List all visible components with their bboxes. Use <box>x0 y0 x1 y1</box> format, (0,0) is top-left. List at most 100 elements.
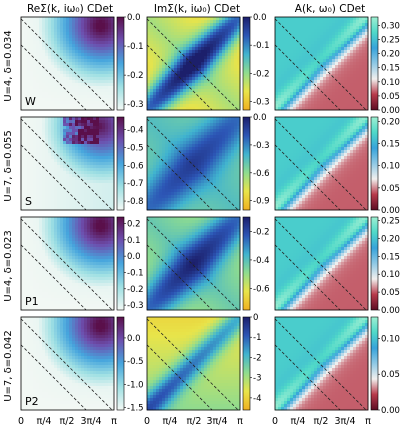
heatmap-cell <box>99 29 103 33</box>
heatmap-cell <box>102 104 106 108</box>
heatmap-cell <box>90 68 94 72</box>
heatmap-cell <box>78 47 82 51</box>
heatmap-cell <box>81 44 85 48</box>
heatmap-cell <box>195 83 199 87</box>
heatmap-cell <box>57 144 61 148</box>
heatmap-cell <box>81 17 85 21</box>
heatmap-cell <box>201 62 205 66</box>
heatmap-cell <box>42 162 46 166</box>
heatmap-cell <box>219 80 223 84</box>
heatmap-cell <box>36 141 40 145</box>
heatmap-cell <box>296 26 300 30</box>
heatmap-cell <box>308 44 312 48</box>
heatmap-cell <box>75 47 79 51</box>
heatmap-cell <box>102 186 106 190</box>
heatmap-cell <box>171 26 175 30</box>
heatmap-cell <box>219 71 223 75</box>
heatmap-cell <box>84 23 88 27</box>
heatmap-cell <box>338 80 342 84</box>
heatmap-cell <box>96 23 100 27</box>
heatmap-cell <box>177 129 181 133</box>
heatmap-cell <box>356 32 360 36</box>
heatmap-cell <box>63 71 67 75</box>
heatmap-cell <box>341 41 345 45</box>
dashed-guide-line <box>146 118 239 211</box>
row-label-1: U=4, δ=0.034 <box>3 30 14 102</box>
heatmap-cell <box>69 129 73 133</box>
heatmap-cell <box>66 68 70 72</box>
heatmap-cell <box>153 117 157 121</box>
heatmap-cell <box>51 180 55 184</box>
heatmap-cell <box>362 59 366 63</box>
heatmap-cell <box>78 180 82 184</box>
heatmap-cell <box>108 180 112 184</box>
heatmap-cell <box>305 89 309 93</box>
heatmap-cell <box>42 92 46 96</box>
heatmap-cell <box>174 153 178 157</box>
heatmap-cell <box>75 89 79 93</box>
heatmap-cell <box>290 50 294 54</box>
heatmap-cell <box>30 123 34 127</box>
heatmap-cell <box>275 38 279 42</box>
heatmap-cell <box>329 74 333 78</box>
heatmap-cell <box>225 165 229 169</box>
heatmap-cell <box>222 129 226 133</box>
heatmap-cell <box>293 32 297 36</box>
heatmap-cell <box>278 59 282 63</box>
heatmap-cell <box>183 38 187 42</box>
heatmap-cell <box>36 107 40 111</box>
heatmap-cell <box>222 44 226 48</box>
heatmap-cell <box>27 180 31 184</box>
heatmap-cell <box>290 17 294 21</box>
heatmap-cell <box>93 201 97 205</box>
colorbar-tick-label: 0.30 <box>381 21 400 31</box>
heatmap-cell <box>42 95 46 99</box>
heatmap-cell <box>302 80 306 84</box>
heatmap-cell <box>234 126 238 130</box>
heatmap-cell <box>105 165 109 169</box>
heatmap-cell <box>234 68 238 72</box>
heatmap-cell <box>195 171 199 175</box>
heatmap-cell <box>102 132 106 136</box>
heatmap-cell <box>359 17 363 21</box>
heatmap-cell <box>204 141 208 145</box>
heatmap-cell <box>198 56 202 60</box>
heatmap-cell <box>344 41 348 45</box>
heatmap-cell <box>275 59 279 63</box>
heatmap-cell <box>171 138 175 142</box>
heatmap-cell <box>108 201 112 205</box>
heatmap-cell <box>165 204 169 208</box>
heatmap-cell <box>237 180 241 184</box>
heatmap-cell <box>102 201 106 205</box>
heatmap-cell <box>198 144 202 148</box>
heatmap-cell <box>42 126 46 130</box>
heatmap-cell <box>54 95 58 99</box>
heatmap-cell <box>69 177 73 181</box>
heatmap-cell <box>45 71 49 75</box>
heatmap-cell <box>186 192 190 196</box>
heatmap-cell <box>210 180 214 184</box>
heatmap-cell <box>42 123 46 127</box>
heatmap-cell <box>207 189 211 193</box>
heatmap-cell <box>189 138 193 142</box>
heatmap-cell <box>78 35 82 39</box>
heatmap-cell <box>36 132 40 136</box>
heatmap-cell <box>171 162 175 166</box>
heatmap-cell <box>207 207 211 211</box>
heatmap-cell <box>69 120 73 124</box>
heatmap-cell <box>287 44 291 48</box>
heatmap-cell <box>180 32 184 36</box>
heatmap-cell <box>105 174 109 178</box>
heatmap-cell <box>39 107 43 111</box>
heatmap-cell <box>365 62 369 66</box>
heatmap-cell <box>189 44 193 48</box>
heatmap-cell <box>275 47 279 51</box>
heatmap-cell <box>293 104 297 108</box>
heatmap-cell <box>228 41 232 45</box>
heatmap-cell <box>162 186 166 190</box>
heatmap-cell <box>102 77 106 81</box>
heatmap-cell <box>27 26 31 30</box>
heatmap-cell <box>156 174 160 178</box>
heatmap-cell <box>24 201 28 205</box>
heatmap-cell <box>99 59 103 63</box>
